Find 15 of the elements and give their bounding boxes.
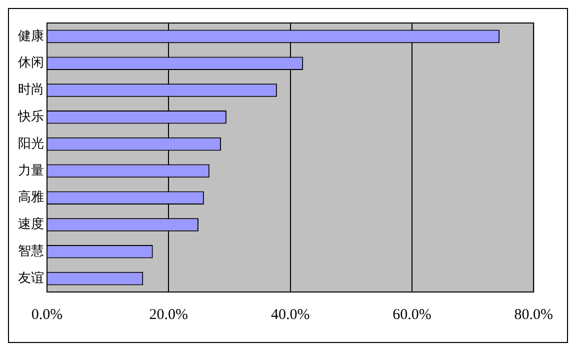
y-tick-label: 健康 [18,28,44,44]
y-tick-label: 休闲 [18,56,44,71]
y-tick-label: 时尚 [18,82,44,98]
x-tick-label: 40.0% [270,306,310,323]
y-tick-label: 高雅 [18,189,44,206]
y-tick-label: 智慧 [18,244,44,260]
y-tick-label: 阳光 [18,136,44,152]
y-tick-label: 速度 [18,216,44,232]
y-tick-label: 快乐 [17,110,44,125]
x-tick-label: 0.0% [31,306,63,323]
x-tick-label: 80.0% [514,306,553,323]
x-tick-label: 60.0% [392,306,432,323]
x-tick-label: 20.0% [149,306,188,323]
y-tick-label: 友谊 [18,270,44,286]
y-tick-label: 力量 [18,163,44,178]
